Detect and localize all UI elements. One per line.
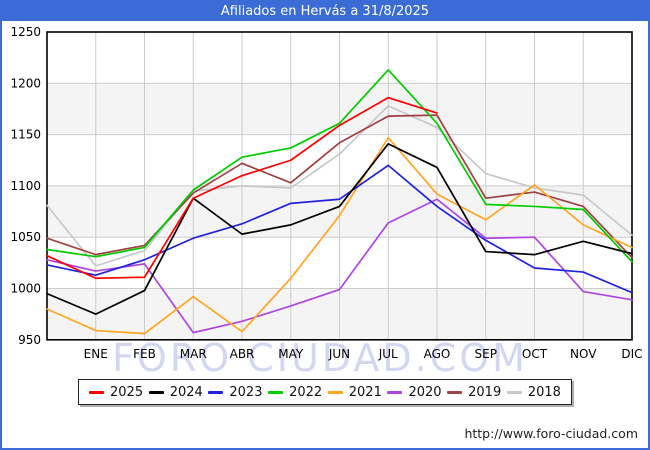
legend-label-2019: 2019 — [468, 384, 502, 400]
x-axis-label: OCT — [522, 347, 548, 361]
series-line-2019 — [46, 114, 633, 259]
x-axis-label: MAR — [180, 347, 207, 361]
legend-item-2018: 2018 — [506, 384, 561, 400]
legend-label-2023: 2023 — [229, 384, 263, 400]
legend-dash-2022-icon — [268, 390, 284, 394]
legend-item-2019: 2019 — [447, 385, 501, 400]
legend-label-2020: 2020 — [408, 384, 442, 400]
legend-label-2021: 2021 — [348, 384, 382, 400]
x-axis-label: SEP — [475, 347, 497, 361]
series-line-2025 — [46, 96, 438, 280]
legend-dash-2023-icon — [208, 390, 224, 394]
legend-item-2021: 2021 — [327, 384, 382, 400]
legend-dash-2025-icon — [89, 390, 104, 394]
plot-frame — [46, 31, 633, 341]
y-axis-label: 1000 — [10, 282, 41, 296]
y-axis-label: 1150 — [10, 128, 41, 142]
y-axis-label: 1050 — [10, 230, 41, 244]
x-axis-label: JUL — [378, 347, 398, 361]
legend-item-2025: 2025 — [89, 385, 143, 400]
y-axis-label: 1100 — [10, 179, 41, 193]
watermark-text: FORO CIUDAD.COM — [112, 336, 528, 380]
series-line-2022 — [46, 69, 633, 263]
series-line-2020 — [46, 198, 633, 334]
legend-dash-2021-icon — [327, 390, 343, 394]
x-axis-label: ENE — [84, 347, 108, 361]
x-axis-label: AGO — [424, 347, 451, 361]
x-axis-label: FEB — [133, 347, 156, 361]
footer-url-link[interactable]: http://www.foro-ciudad.com — [464, 426, 638, 441]
legend-dash-2020-icon — [387, 390, 403, 394]
legend-item-2023: 2023 — [208, 385, 262, 400]
series-line-2023 — [46, 164, 633, 294]
chart-title: Afiliados en Hervás a 31/8/2025 — [2, 2, 648, 21]
legend-label-2018: 2018 — [527, 384, 561, 400]
series-line-2021 — [46, 136, 633, 335]
series-line-2024 — [46, 142, 633, 315]
legend-dash-2024-icon — [148, 390, 164, 394]
legend-item-2022: 2022 — [268, 385, 322, 400]
y-axis-label: 950 — [18, 333, 41, 347]
x-axis-label: ABR — [230, 347, 255, 361]
chart-legend: 2025 2024 2023 2022 2021 2020 2019 2018 — [78, 379, 572, 405]
y-axis-label: 1200 — [10, 76, 41, 90]
y-axis-label: 1250 — [10, 25, 41, 39]
legend-dash-2018-icon — [506, 390, 522, 394]
x-axis-label: DIC — [621, 347, 642, 361]
x-axis-label: MAY — [278, 347, 304, 361]
x-axis-label: JUN — [328, 347, 350, 361]
legend-label-2024: 2024 — [169, 384, 203, 400]
legend-item-2024: 2024 — [148, 384, 203, 400]
legend-dash-2019-icon — [447, 390, 463, 394]
series-line-2018 — [46, 105, 633, 267]
x-axis-label: NOV — [570, 347, 597, 361]
legend-label-2025: 2025 — [110, 384, 144, 400]
legend-label-2022: 2022 — [289, 384, 323, 400]
legend-item-2020: 2020 — [387, 384, 442, 400]
